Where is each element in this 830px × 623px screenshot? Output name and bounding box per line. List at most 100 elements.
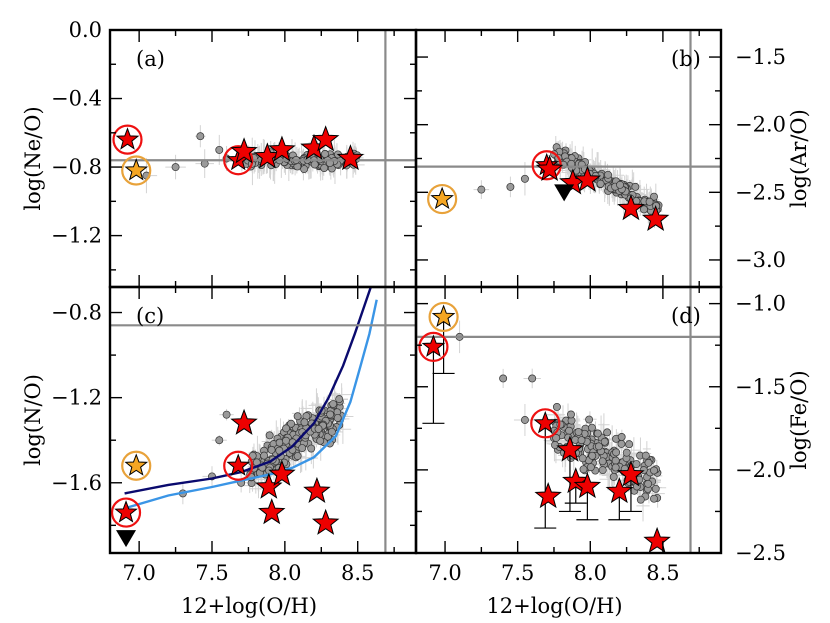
sample-point <box>594 442 603 451</box>
y-tick-label: −1.2 <box>51 386 102 410</box>
sample-point <box>327 427 336 436</box>
sample-point <box>617 439 626 448</box>
sample-point <box>552 403 561 411</box>
y-axis-label: log(Fe/O) <box>787 370 811 469</box>
panel-d: −1.0 −1.5 −2.0 −2.5 7.0 7.5 8.0 8.5 (d) log(Fe/O)… <box>414 285 811 618</box>
red-star-marker <box>573 472 602 499</box>
x-tick-label: 7.5 <box>501 561 534 585</box>
sample-point <box>650 494 658 503</box>
red-star-marker <box>311 508 340 535</box>
y-tick-label: −0.8 <box>51 155 102 179</box>
sample-point <box>611 456 620 465</box>
highlight-circle <box>428 301 459 333</box>
panel-tag: (d) <box>671 304 701 328</box>
sample-point <box>293 412 302 421</box>
sample-point <box>316 436 325 445</box>
highlight-circle <box>530 408 561 439</box>
highlight-circle <box>418 331 449 362</box>
sample-point <box>282 436 291 445</box>
y-axis-label: log(N/O) <box>21 374 45 466</box>
red-star-marker <box>268 135 296 162</box>
x-tick-label: 7.0 <box>122 561 155 585</box>
highlight-circle <box>110 497 142 528</box>
y-axis: −0.8 −1.2 −1.6 <box>51 301 416 527</box>
y-tick-label: −0.8 <box>51 301 102 325</box>
y-tick-label: −1.5 <box>735 45 786 69</box>
red-star-marker <box>311 125 340 152</box>
comparison-sample <box>451 320 667 522</box>
sample-point <box>598 457 607 466</box>
sample-point <box>586 463 595 472</box>
y-axis: 0.0 −0.4 −0.8 −1.2 <box>51 18 416 271</box>
y-axis-label: log(Ar/O) <box>787 109 811 208</box>
sample-point <box>612 448 621 457</box>
red-star-marker <box>556 435 584 462</box>
y-tick-label: −0.4 <box>51 87 102 111</box>
panel-frame <box>414 285 723 555</box>
sample-point <box>578 454 587 463</box>
red-star-marker <box>605 477 634 504</box>
sample-point <box>577 436 586 445</box>
sample-point <box>645 197 654 206</box>
sample-point <box>314 424 323 433</box>
x-axis: 7.0 7.5 8.0 8.5 <box>428 287 700 585</box>
sample-point <box>588 451 597 460</box>
red-star-marker <box>268 459 296 486</box>
sample-point <box>260 451 269 460</box>
x-tick-label: 8.0 <box>268 561 301 585</box>
y-tick-label: −1.2 <box>51 224 102 248</box>
x-axis: 7.0 7.5 8.0 8.5 <box>122 287 395 585</box>
model-track-2 <box>124 299 378 510</box>
sample-point <box>528 374 537 383</box>
red-star-marker <box>534 482 562 509</box>
panel-b: −1.5 −2.0 −2.5 −3.0 (b) log(Ar/O) <box>414 28 811 289</box>
y-tick-label: −1.6 <box>51 471 102 495</box>
y-axis-label: log(Ne/O) <box>21 106 45 210</box>
highlight-circle <box>223 145 254 176</box>
sample-point <box>631 182 640 191</box>
highlight-circle <box>112 124 143 155</box>
x-tick-label: 8.5 <box>646 561 679 585</box>
sample-point <box>596 179 605 188</box>
sample-point <box>622 448 631 457</box>
sample-point <box>298 444 307 453</box>
red-star-marker <box>258 498 286 525</box>
y-tick-label: −2.0 <box>735 113 786 137</box>
sample-point <box>567 410 575 419</box>
panel-a: 0.0 −0.4 −0.8 −1.2 (a) log(Ne/O) <box>21 18 418 289</box>
sample-point <box>196 132 205 141</box>
sample-point <box>603 428 612 437</box>
orange-star-marker <box>124 158 149 181</box>
red-star-marker <box>230 408 258 435</box>
sample-point <box>310 160 319 169</box>
red-star-marker <box>230 137 258 164</box>
upper-limit-marker <box>116 530 137 548</box>
y-axis: −1.5 −2.0 −2.5 −3.0 <box>416 45 786 272</box>
sample-point <box>335 395 344 404</box>
sample-point <box>215 436 224 445</box>
y-tick-label: −2.5 <box>735 541 786 565</box>
red-star-marker <box>641 204 670 232</box>
sample-point <box>588 423 596 432</box>
red-star-marker <box>535 154 564 181</box>
sample-point <box>321 150 329 158</box>
sample-point <box>506 182 515 191</box>
red-star-marker <box>336 144 365 171</box>
panel-tag: (b) <box>671 47 701 71</box>
red-star-marker <box>255 472 283 499</box>
red-star-marker <box>617 460 645 487</box>
y-tick-label: −2.0 <box>735 458 786 482</box>
sample-point <box>616 180 625 189</box>
sample-point <box>617 433 626 441</box>
sample-point <box>565 426 574 435</box>
sample-point <box>222 410 231 419</box>
sample-point <box>265 431 274 440</box>
sample-point <box>604 170 612 179</box>
red-star-marker <box>226 453 251 476</box>
red-star-marker <box>303 476 331 503</box>
red-star-marker <box>573 165 602 192</box>
sample-point <box>644 479 653 488</box>
y-tick-label: −1.5 <box>735 375 786 399</box>
upper-limit-marker <box>554 184 575 202</box>
